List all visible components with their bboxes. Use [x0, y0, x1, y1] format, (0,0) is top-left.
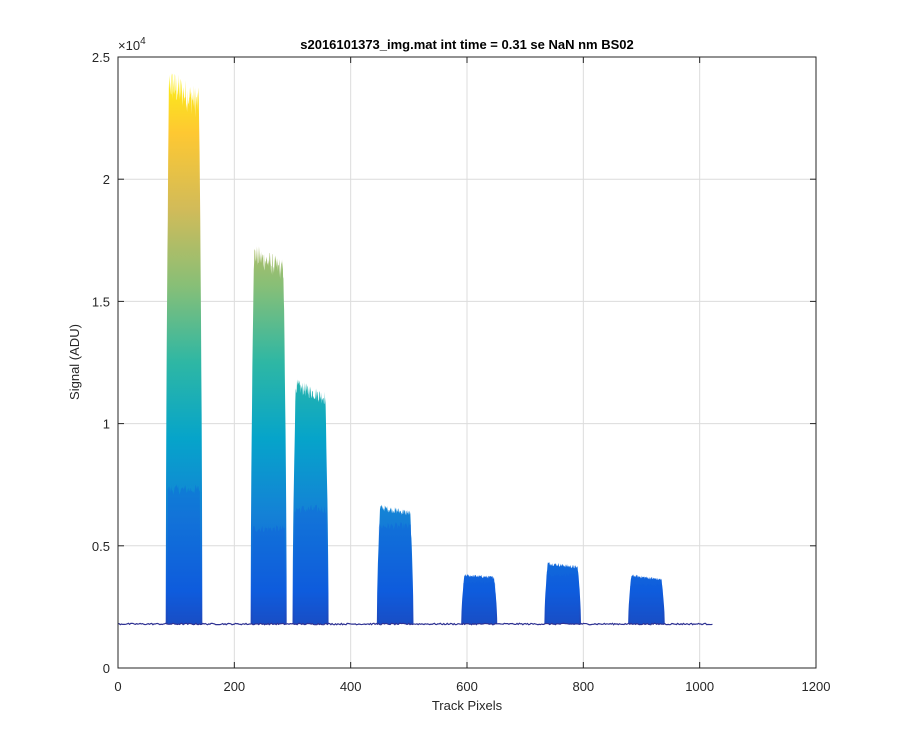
- x-tick-label: 800: [572, 679, 594, 694]
- signal-band-inner-6: [546, 573, 580, 625]
- x-tick-label: 0: [114, 679, 121, 694]
- x-tick-label: 1000: [685, 679, 714, 694]
- x-tick-label: 200: [223, 679, 245, 694]
- x-tick-label: 1200: [802, 679, 831, 694]
- signal-band-6: [544, 562, 582, 625]
- y-tick-label: 1.5: [92, 294, 110, 309]
- signal-band-1: [165, 73, 203, 625]
- y-axis-exponent-power: 4: [140, 36, 146, 47]
- x-tick-label: 600: [456, 679, 478, 694]
- grid-lines: [118, 57, 816, 668]
- signal-band-inner-5: [463, 581, 496, 625]
- y-tick-label: 2.5: [92, 50, 110, 65]
- y-tick-label: 0: [103, 661, 110, 676]
- signal-band-5: [461, 574, 498, 625]
- signal-band-inner-4: [378, 522, 412, 625]
- x-axis-ticks: 0 200 400 600 800 1000 1200: [114, 57, 830, 694]
- baseline-trace: [118, 622, 713, 626]
- y-tick-label: 0.5: [92, 539, 110, 554]
- y-tick-label: 1: [103, 417, 110, 432]
- y-tick-label: 2: [103, 172, 110, 187]
- signal-band-inner-2: [252, 524, 285, 625]
- signal-band-inner-7: [630, 583, 663, 625]
- signal-band-inner-1: [167, 484, 201, 625]
- signal-band-4: [376, 504, 414, 625]
- y-axis-exponent: ×104: [118, 36, 146, 53]
- chart-title: s2016101373_img.mat int time = 0.31 se N…: [300, 37, 634, 52]
- signal-band-2: [250, 245, 287, 625]
- y-axis-label: Signal (ADU): [67, 324, 82, 400]
- signal-bands: [165, 73, 665, 625]
- y-axis-exponent-base: ×10: [118, 38, 140, 53]
- y-axis-ticks: 0 0.5 1 1.5 2 2.5: [92, 50, 816, 676]
- signal-band-7: [628, 574, 665, 625]
- x-tick-label: 400: [340, 679, 362, 694]
- x-axis-label: Track Pixels: [432, 698, 503, 713]
- signal-band-3: [292, 379, 329, 625]
- signal-band-inner-3: [294, 504, 327, 625]
